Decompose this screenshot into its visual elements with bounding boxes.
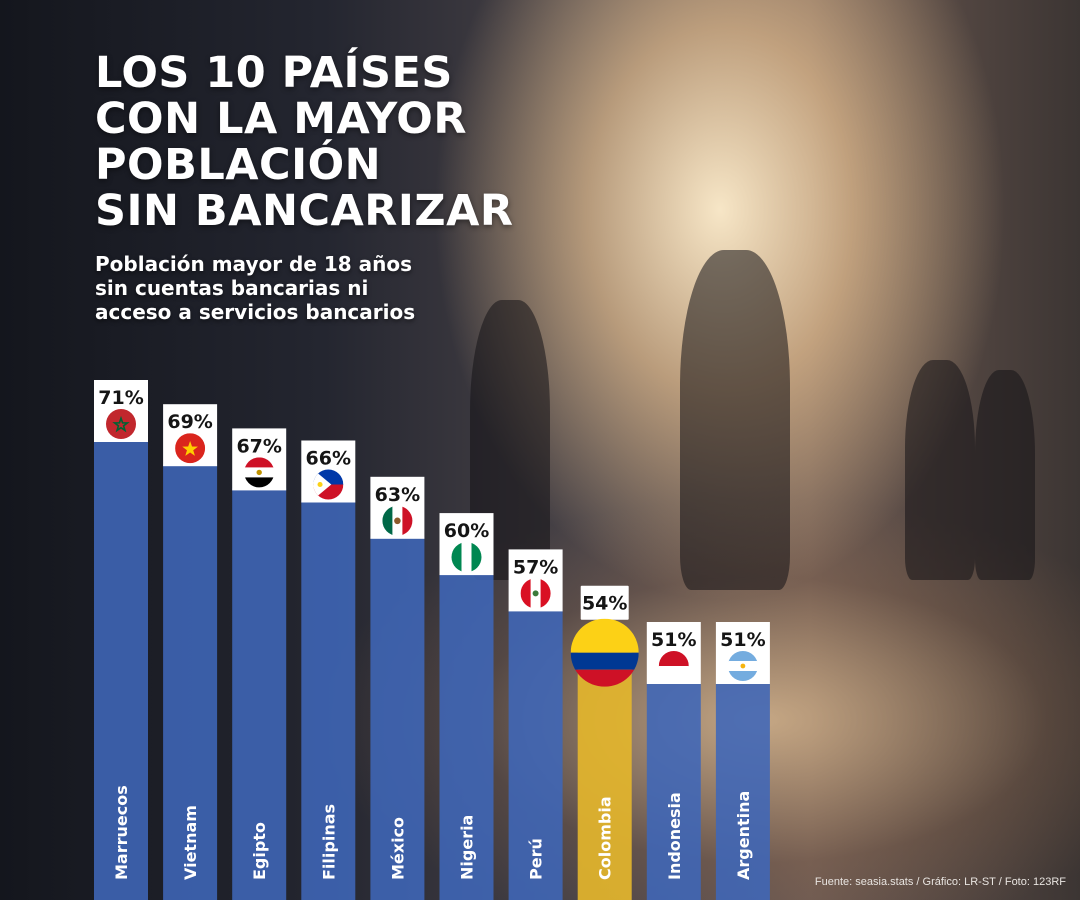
bar <box>508 609 563 900</box>
title-line: CON LA MAYOR <box>95 94 467 144</box>
flag-philippines-icon <box>313 469 344 500</box>
bar-group: 57% Perú <box>508 549 563 900</box>
flag-indonesia-icon <box>658 651 689 681</box>
flag-sun <box>317 481 323 488</box>
flag-shape <box>520 578 551 609</box>
flag-colombia-icon <box>570 618 639 687</box>
background-figure <box>680 250 790 590</box>
value-label: 51% <box>720 629 765 651</box>
flag-stripe <box>244 457 275 468</box>
subtitle-line: sin cuentas bancarias ni <box>95 276 369 300</box>
value-label: 57% <box>513 556 558 578</box>
flag-shape <box>658 651 689 681</box>
bar <box>715 682 770 900</box>
flag-star <box>182 440 198 456</box>
flag-shape <box>313 469 344 500</box>
subtitle-line: Población mayor de 18 años <box>95 252 413 276</box>
background-figure <box>975 370 1035 580</box>
bar-group: 54% Colombia <box>570 585 639 900</box>
flag-stripe <box>402 505 413 536</box>
flag-stripe <box>727 671 758 681</box>
value-label: 60% <box>444 520 489 542</box>
bar <box>439 573 494 900</box>
bar <box>301 500 356 900</box>
chart-title: LOS 10 PAÍSES CON LA MAYOR POBLACIÓN SIN… <box>95 50 513 234</box>
category-label: Nigeria <box>458 815 477 880</box>
value-label: 54% <box>582 593 627 615</box>
background-figure <box>905 360 975 580</box>
flag-stripe <box>658 651 689 667</box>
flag-stripe <box>570 652 639 670</box>
value-label: 66% <box>306 448 351 470</box>
title-line: SIN BANCARIZAR <box>95 186 514 236</box>
flag-field <box>106 409 136 439</box>
flag-egypt-icon <box>244 457 275 488</box>
category-label: Vietnam <box>181 805 200 880</box>
bar-group: 71% Marruecos <box>94 380 148 900</box>
bar <box>646 682 701 900</box>
flag-shape <box>570 618 639 687</box>
flag-emblem <box>532 590 539 597</box>
title-line: POBLACIÓN <box>95 140 382 190</box>
flag-sun <box>740 663 746 669</box>
flag-shape <box>382 505 413 536</box>
flag-peru-icon <box>520 578 551 609</box>
value-label: 69% <box>167 411 212 433</box>
category-label: Egipto <box>250 822 269 880</box>
flag-shape <box>727 651 758 681</box>
flag-mexico-icon <box>382 505 413 536</box>
title-line: LOS 10 PAÍSES <box>95 48 453 98</box>
category-label: México <box>388 817 407 880</box>
flag-stripe <box>471 542 482 573</box>
value-label: 71% <box>98 387 143 409</box>
value-label: 51% <box>651 629 696 651</box>
flag-morocco-icon <box>106 409 136 439</box>
category-label: Filipinas <box>319 804 338 880</box>
value-label: 67% <box>236 435 281 457</box>
bar-group: 60% Nigeria <box>439 513 494 900</box>
category-label: Colombia <box>596 796 615 880</box>
bar-group: 63% México <box>370 476 425 900</box>
subtitle-line: acceso a servicios bancarios <box>95 300 416 324</box>
flag-stripe <box>461 542 472 573</box>
flag-stripe <box>727 651 758 662</box>
flag-stripe <box>570 618 639 653</box>
value-label-box <box>580 585 629 620</box>
category-label: Argentina <box>734 791 753 880</box>
bar <box>232 488 287 900</box>
flag-vietnam-icon <box>175 433 206 464</box>
flag-emblem <box>394 517 401 525</box>
category-label: Perú <box>527 838 546 880</box>
flag-stripe <box>540 578 551 609</box>
bar-group: 51% Indonesia <box>646 622 701 900</box>
flag-emblem <box>256 469 262 476</box>
flag-stripe <box>520 578 532 609</box>
bar <box>577 645 632 900</box>
flag-star <box>112 415 130 433</box>
flag-argentina-icon <box>727 651 758 681</box>
bar-group: 69% Vietnam <box>163 404 218 900</box>
bar-group: 66% Filipinas <box>301 440 356 900</box>
bar <box>163 464 218 900</box>
flag-shape <box>175 433 206 464</box>
chart-subtitle: Población mayor de 18 años sin cuentas b… <box>95 252 415 324</box>
flag-stripe <box>382 505 393 536</box>
source-note: Fuente: seasia.stats / Gráfico: LR-ST / … <box>814 876 1066 888</box>
category-label: Indonesia <box>665 792 684 880</box>
flag-stripe <box>658 666 689 681</box>
category-label: Marruecos <box>112 785 131 880</box>
bar-group: 51% Argentina <box>715 622 770 900</box>
flag-nigeria-icon <box>451 542 482 573</box>
flag-shape <box>106 409 136 439</box>
bar <box>370 536 425 900</box>
bar-group: 67% Egipto <box>232 428 287 900</box>
value-label: 63% <box>375 484 420 506</box>
flag-stripe <box>451 542 462 573</box>
flag-shape <box>244 457 275 488</box>
flag-shape <box>451 542 482 573</box>
flag-stripe <box>244 477 275 488</box>
bar <box>94 440 148 900</box>
